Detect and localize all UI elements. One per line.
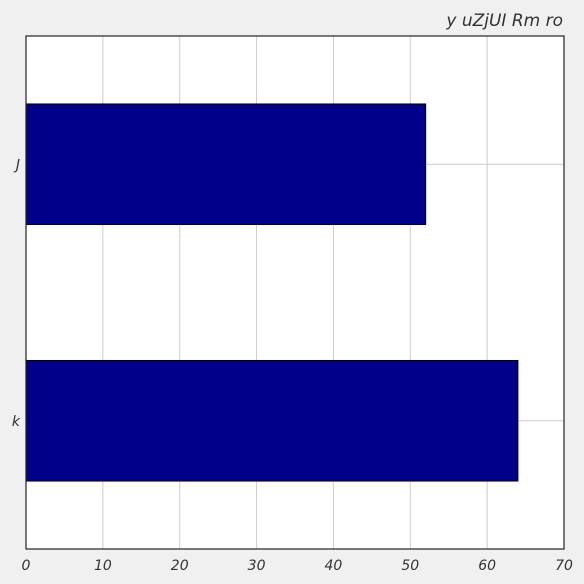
x-axis-ticks: 0 10 20 30 40 50 60 70: [22, 558, 573, 574]
x-tick-label: 40: [325, 558, 343, 574]
y-tick-label: k: [12, 414, 21, 430]
chart-title: y uZjUI Rm ro: [445, 11, 563, 31]
x-tick-label: 30: [248, 558, 266, 574]
x-tick-label: 20: [171, 558, 189, 574]
bar: [25, 103, 427, 226]
x-tick-label: 70: [555, 558, 573, 574]
plot-frame: [25, 35, 565, 550]
bar: [25, 359, 519, 482]
y-tick-label: J: [13, 157, 20, 173]
y-axis-ticks: kJ: [12, 157, 21, 430]
bars: [25, 103, 519, 482]
x-tick-label: 10: [94, 558, 112, 574]
x-tick-label: 0: [22, 558, 31, 574]
x-tick-label: 50: [401, 558, 419, 574]
x-tick-label: 60: [478, 558, 496, 574]
